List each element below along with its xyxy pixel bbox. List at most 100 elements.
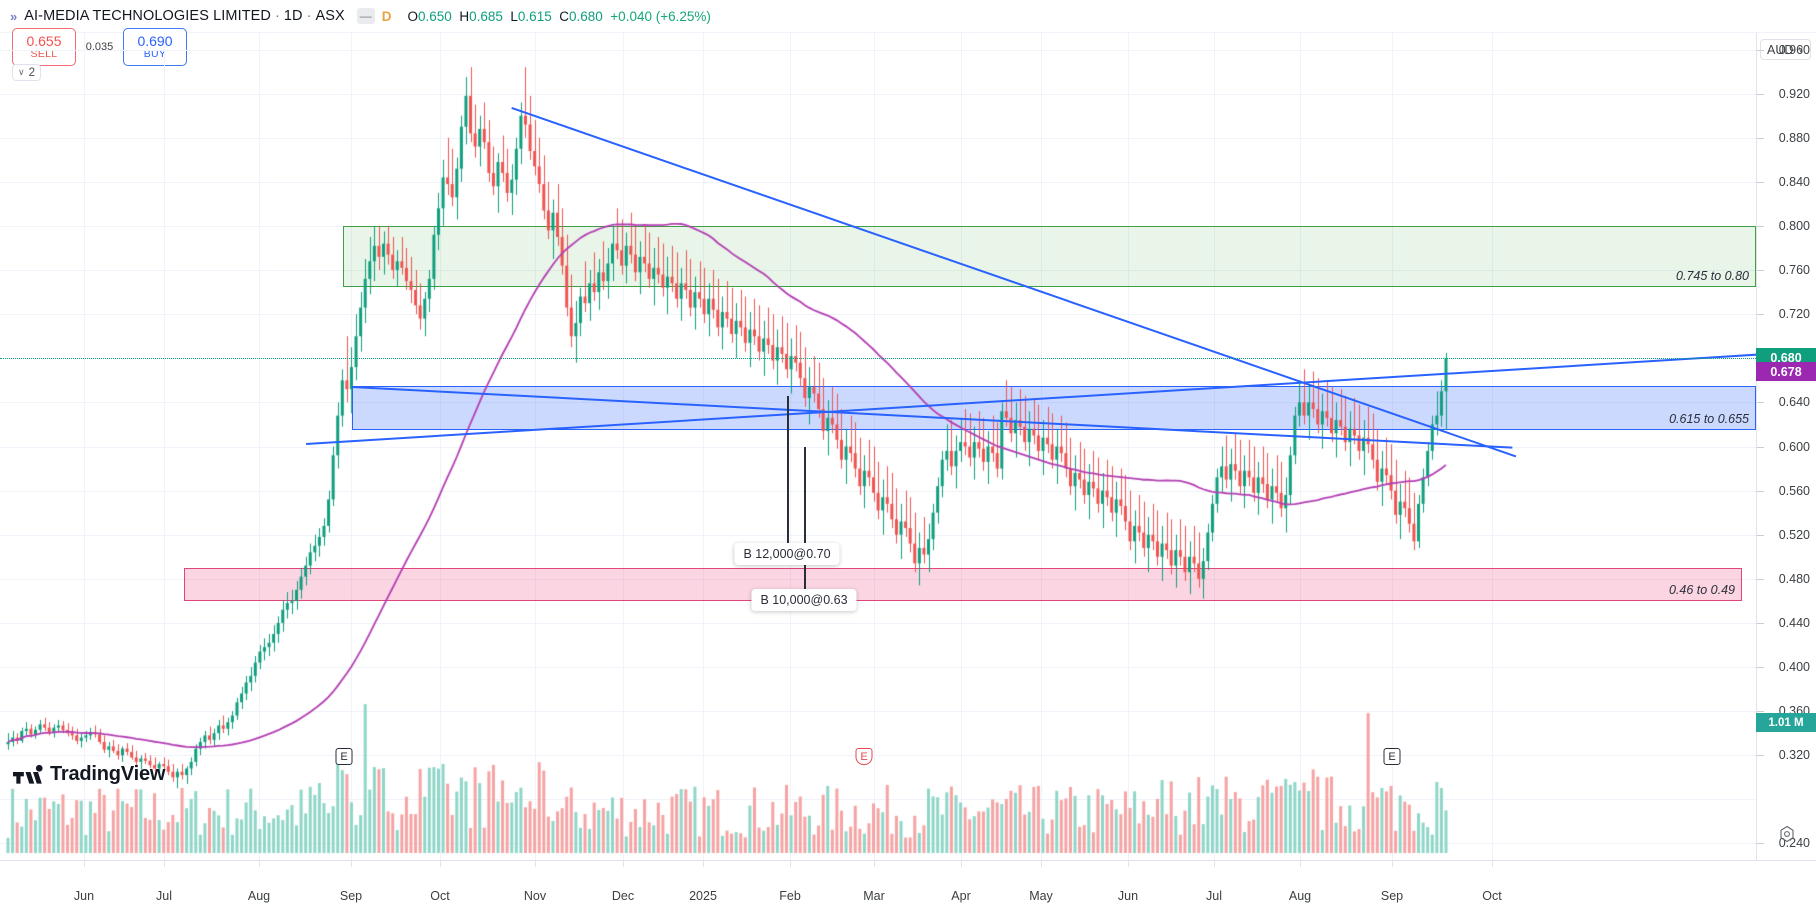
chart-type-badge[interactable]: D — [381, 8, 392, 24]
exchange-name[interactable]: ASX — [315, 8, 345, 24]
price-tick-mark — [1757, 314, 1764, 316]
high-value: 0.685 — [469, 8, 503, 24]
price-tick-label: 0.720 — [1778, 307, 1810, 322]
price-tick-mark — [1757, 93, 1764, 95]
time-tick-mark — [874, 861, 875, 867]
price-tick-label: 0.840 — [1778, 174, 1810, 189]
time-tick-label: Aug — [247, 889, 271, 903]
collapse-icon[interactable]: — — [356, 8, 375, 24]
price-tick-label: 0.480 — [1778, 571, 1810, 586]
trade-marker-line-1 — [787, 396, 789, 554]
settings-icon[interactable] — [1778, 825, 1796, 843]
time-tick-label: Oct — [1482, 889, 1502, 903]
low-label: L — [510, 8, 518, 24]
price-tick-label: 0.800 — [1778, 218, 1810, 233]
time-tick-label: Mar — [863, 889, 885, 903]
time-tick-mark — [961, 861, 962, 867]
price-tick-label: 0.240 — [1778, 836, 1810, 851]
price-change: +0.040 — [610, 8, 652, 24]
time-tick-mark — [1300, 861, 1301, 867]
time-tick-label: Feb — [779, 889, 801, 903]
price-tick-mark — [1757, 137, 1764, 139]
time-tick-label: Apr — [951, 889, 971, 903]
ohlc-legend: O0.650 H0.685 L0.615 C0.680 +0.040 (+6.2… — [408, 9, 711, 24]
time-tick-mark — [440, 861, 441, 867]
price-tick-mark — [1757, 622, 1764, 624]
time-tick-mark — [1492, 861, 1493, 867]
time-tick-label: Aug — [1288, 889, 1312, 903]
time-tick-label: Sep — [339, 889, 363, 903]
tradingview-mark-icon — [13, 764, 43, 784]
candlestick-canvas[interactable] — [0, 33, 1756, 860]
price-tick-mark — [1757, 667, 1764, 669]
time-tick-mark — [1041, 861, 1042, 867]
time-axis[interactable]: Jun Jul Aug Sep Oct Nov Dec 2025 Feb Mar Apr May Jun… — [0, 860, 1816, 923]
price-tick-mark — [1757, 270, 1764, 272]
ma-price-tag[interactable]: 0.678 — [1756, 362, 1816, 382]
time-tick-label: Jul — [156, 889, 172, 903]
time-tick-mark — [164, 861, 165, 867]
open-value: 0.650 — [418, 8, 452, 24]
high-label: H — [459, 8, 470, 24]
volume-value-tag[interactable]: 1.01 M — [1756, 713, 1816, 732]
trade-marker-label-1[interactable]: B 12,000@0.70 — [734, 543, 840, 565]
low-value: 0.615 — [517, 8, 552, 24]
price-tick-label: 0.640 — [1778, 395, 1810, 410]
time-tick-mark — [84, 861, 85, 867]
price-tick-label: 0.880 — [1778, 130, 1810, 145]
price-tick-mark — [1757, 446, 1764, 448]
price-tick-mark — [1757, 181, 1764, 183]
close-label: C — [559, 8, 569, 24]
price-tick-label: 0.920 — [1778, 86, 1810, 101]
header-separator-2: · — [306, 8, 312, 24]
chart-header: » AI-MEDIA TECHNOLOGIES LIMITED · 1D · A… — [0, 0, 1816, 33]
price-tick-mark — [1757, 755, 1764, 757]
price-tick-label: 0.600 — [1778, 439, 1810, 454]
time-tick-label: Jun — [73, 889, 95, 903]
time-tick-mark — [259, 861, 260, 867]
currency-label: AUD — [1767, 42, 1794, 57]
expand-symbol-icon[interactable]: » — [10, 8, 18, 24]
earnings-marker-2[interactable]: E — [855, 748, 873, 765]
trade-marker-label-2[interactable]: B 10,000@0.63 — [751, 589, 857, 611]
price-tick-mark — [1757, 225, 1764, 227]
time-tick-label: Jul — [1206, 889, 1222, 903]
header-separator-1: · — [275, 8, 280, 24]
chart-interval[interactable]: 1D — [283, 8, 303, 24]
currency-selector[interactable]: AUD ∨ — [1760, 39, 1811, 60]
time-tick-label: Oct — [430, 889, 450, 903]
open-label: O — [407, 8, 419, 24]
price-tick-mark — [1757, 49, 1764, 51]
price-tick-label: 0.400 — [1778, 660, 1810, 675]
symbol-name[interactable]: AI-MEDIA TECHNOLOGIES LIMITED — [24, 8, 271, 24]
price-tick-label: 0.760 — [1778, 263, 1810, 278]
price-tick-mark — [1757, 843, 1764, 845]
close-value: 0.680 — [568, 8, 603, 24]
last-price-line — [0, 358, 1756, 360]
time-tick-mark — [535, 861, 536, 867]
price-tick-mark — [1757, 534, 1764, 536]
price-tick-label: 0.320 — [1778, 748, 1810, 763]
time-tick-label: Sep — [1380, 889, 1404, 903]
price-tick-label: 0.520 — [1778, 527, 1810, 542]
time-tick-mark — [703, 861, 704, 867]
tradingview-wordmark: TradingView — [50, 763, 166, 785]
earnings-marker-3[interactable]: E — [1383, 748, 1401, 765]
chevron-down-icon: ∨ — [1797, 44, 1804, 54]
time-tick-mark — [623, 861, 624, 867]
time-tick-label: Dec — [611, 889, 635, 903]
price-axis[interactable]: AUD ∨ 0.960 0.920 0.880 0.840 0.800 0.760 0.72… — [1756, 33, 1816, 860]
chart-plot-area[interactable]: 0.745 to 0.80 0.615 to 0.655 0.46 to 0.4… — [0, 33, 1756, 860]
time-tick-mark — [1392, 861, 1393, 867]
time-tick-mark — [1128, 861, 1129, 867]
time-tick-mark — [790, 861, 791, 867]
price-tick-mark — [1757, 711, 1764, 713]
earnings-marker-1[interactable]: E — [335, 748, 353, 765]
time-tick-label: May — [1029, 889, 1053, 903]
price-tick-mark — [1757, 490, 1764, 492]
tradingview-logo: TradingView — [13, 763, 165, 786]
price-tick-label: 0.960 — [1778, 42, 1810, 57]
time-tick-label: Jun — [1117, 889, 1139, 903]
trade-marker-line-2 — [804, 446, 806, 600]
